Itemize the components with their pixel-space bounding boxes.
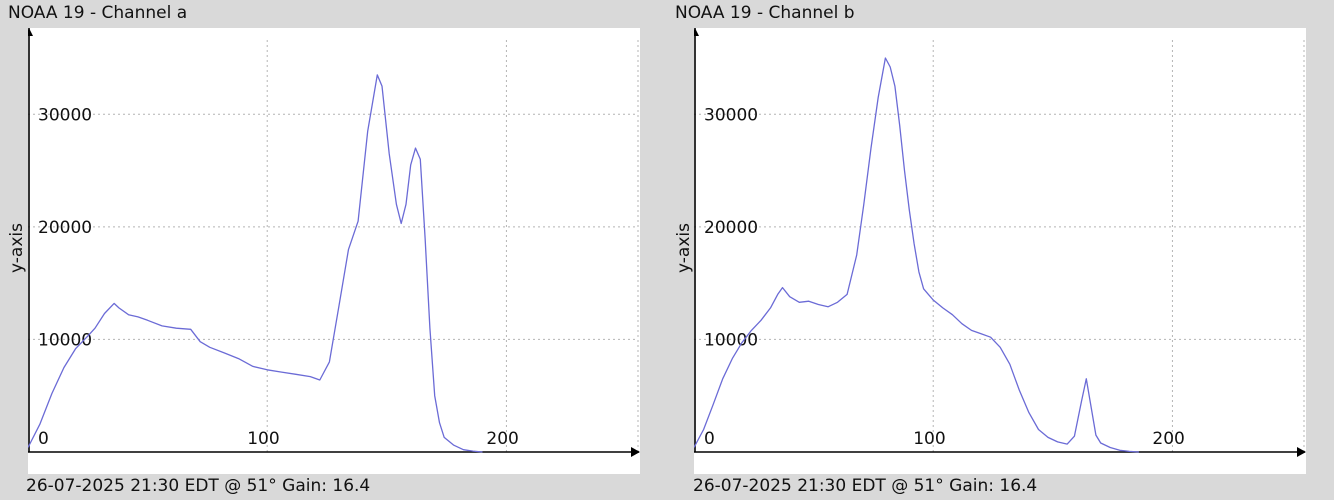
- series-line: [694, 57, 1139, 453]
- channel-a-panel: NOAA 19 - Channel a 0 100 200 10000 20000 300…: [7, 3, 640, 496]
- y-axis-arrow: [694, 28, 699, 36]
- pass-info-footer: 26-07-2025 21:30 EDT @ 51° Gain: 16.4: [26, 476, 371, 496]
- plot-area: 0 100 200 10000 20000 30000: [694, 28, 1306, 474]
- x-tick-label: 200: [1152, 429, 1184, 449]
- x-tick-label: 0: [38, 429, 49, 449]
- y-tick-label: 30000: [38, 105, 92, 125]
- y-axis-label: y-axis: [7, 223, 27, 273]
- grid: [694, 40, 1305, 452]
- x-axis-arrow: [631, 447, 640, 457]
- y-axis-label: y-axis: [674, 223, 694, 273]
- plot-area: 0 100 200 10000 20000 30000: [28, 28, 640, 474]
- y-tick-label: 10000: [704, 330, 758, 350]
- series-line: [28, 74, 483, 453]
- pass-info-footer: 26-07-2025 21:30 EDT @ 51° Gain: 16.4: [693, 476, 1038, 496]
- x-tick-label: 100: [247, 429, 279, 449]
- channel-b-panel: NOAA 19 - Channel b 0 100 200 10000 20000 300…: [667, 0, 1334, 500]
- x-tick-label: 200: [486, 429, 518, 449]
- y-tick-label: 20000: [704, 218, 758, 238]
- x-tick-label: 0: [704, 429, 715, 449]
- chart-title: NOAA 19 - Channel a: [8, 3, 188, 23]
- y-tick-label: 30000: [704, 105, 758, 125]
- x-axis-arrow: [1297, 447, 1306, 457]
- chart-title: NOAA 19 - Channel b: [675, 3, 855, 23]
- grid: [28, 40, 639, 452]
- line-chart-channel-b: 0 100 200 10000 20000 30000: [694, 28, 1306, 457]
- y-tick-label: 20000: [38, 218, 92, 238]
- x-tick-label: 100: [913, 429, 945, 449]
- y-axis-arrow: [28, 28, 33, 36]
